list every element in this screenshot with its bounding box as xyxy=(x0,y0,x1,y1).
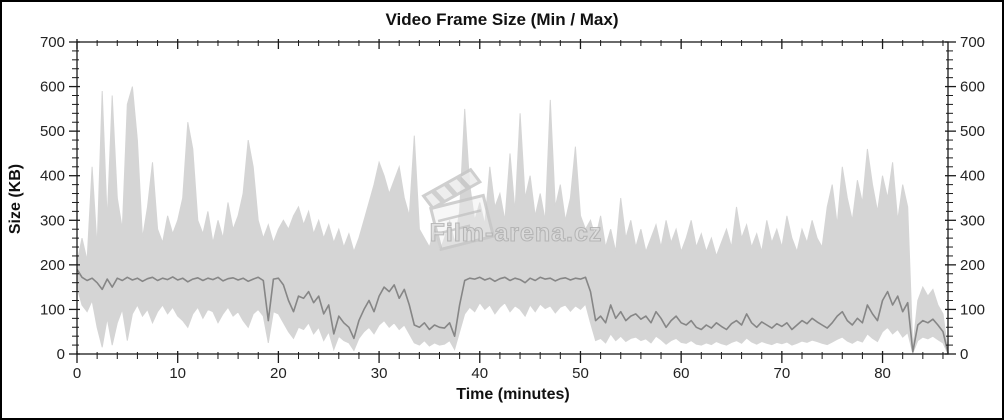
tick-label: 700 xyxy=(960,34,985,51)
tick-label: 300 xyxy=(40,212,65,229)
tick-label: 100 xyxy=(40,301,65,318)
plot-border xyxy=(76,41,949,355)
tick-label: 0 xyxy=(57,346,65,363)
typical-line-series xyxy=(76,268,949,354)
tick-label: 30 xyxy=(371,365,388,382)
clapperboard-icon xyxy=(421,167,496,252)
tick-label: 70 xyxy=(774,365,791,382)
tick-label: 500 xyxy=(40,123,65,140)
tick-label: 0 xyxy=(960,346,968,363)
tick-label: 400 xyxy=(40,168,65,185)
tick-label: 80 xyxy=(874,365,891,382)
tick-label: 400 xyxy=(960,168,985,185)
watermark-text: Film-arena.cz xyxy=(430,219,603,247)
tick-label: 40 xyxy=(471,365,488,382)
tick-label: 10 xyxy=(169,365,186,382)
tick-label: 600 xyxy=(40,79,65,96)
tick-label: 200 xyxy=(40,257,65,274)
tick-label: 300 xyxy=(960,212,985,229)
tick-label: 500 xyxy=(960,123,985,140)
tick-label: 100 xyxy=(960,301,985,318)
tick-label: 0 xyxy=(73,365,81,382)
tick-label: 50 xyxy=(572,365,589,382)
tick-label: 60 xyxy=(673,365,690,382)
x-axis-label: Time (minutes) xyxy=(456,386,570,403)
tick-label: 200 xyxy=(960,257,985,274)
watermark: Film-arena.cz xyxy=(421,167,603,252)
tick-label: 600 xyxy=(960,79,985,96)
chart-title: Video Frame Size (Min / Max) xyxy=(385,10,619,29)
tick-label: 700 xyxy=(40,34,65,51)
tick-label: 20 xyxy=(270,365,287,382)
